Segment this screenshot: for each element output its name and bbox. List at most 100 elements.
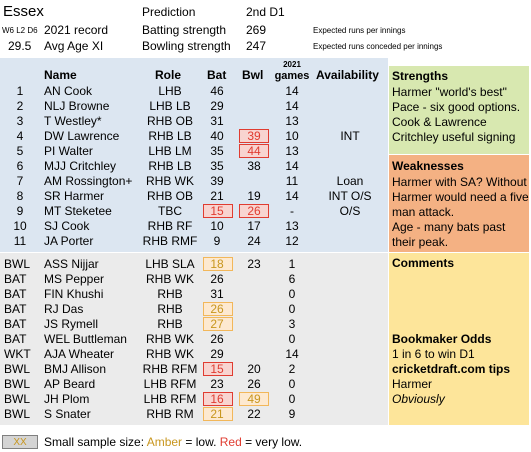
col-role: Role xyxy=(155,68,182,82)
xi-bwl: 19 xyxy=(247,189,261,203)
low-sample-marker xyxy=(203,317,233,331)
xi-bat: 10 xyxy=(210,219,224,233)
low-sample-marker xyxy=(203,362,233,376)
xi-bat: 31 xyxy=(210,114,224,128)
weaknesses-title: Weaknesses xyxy=(392,159,464,173)
xi-games: 13 xyxy=(285,114,299,128)
xi-name: AM Rossington+ xyxy=(44,174,133,188)
col-availability: Availability xyxy=(316,68,379,82)
xi-role: RHB RMF xyxy=(142,234,198,248)
squad-role: LHB SLA xyxy=(145,257,195,271)
low-sample-marker xyxy=(203,257,233,271)
xi-role: RHB LB xyxy=(148,129,192,143)
xi-name: MT Steketee xyxy=(44,204,112,218)
weaknesses-line: Age - many bats past xyxy=(392,220,506,234)
squad-name: AP Beard xyxy=(44,377,96,391)
strengths-title: Strengths xyxy=(392,69,449,83)
squad-type: BAT xyxy=(4,317,27,331)
squad-role: RHB RM xyxy=(146,407,194,421)
low-sample-marker xyxy=(239,129,269,143)
col-bat: Bat xyxy=(207,68,227,82)
bowling-note: Expected runs conceded per innings xyxy=(313,42,443,51)
xi-bat: 35 xyxy=(210,144,224,158)
col-games-year: 2021 xyxy=(283,60,301,69)
record-label: 2021 record xyxy=(44,23,109,37)
xi-bat: 9 xyxy=(213,234,221,248)
squad-games: 0 xyxy=(288,332,296,346)
prediction-label: Prediction xyxy=(142,5,196,19)
squad-bwl: 20 xyxy=(247,362,261,376)
squad-games: 3 xyxy=(288,317,296,331)
squad-bat: 16 xyxy=(210,392,224,406)
xi-bat: 15 xyxy=(210,204,224,218)
xi-num: 11 xyxy=(13,234,27,248)
squad-name: JH Plom xyxy=(44,392,90,406)
xi-bwl: 24 xyxy=(247,234,261,248)
squad-role: RHB WK xyxy=(146,332,194,346)
squad-role: RHB xyxy=(157,287,183,301)
squad-name: S Snater xyxy=(44,407,91,421)
squad-bat: 26 xyxy=(210,272,224,286)
tips-line: Harmer xyxy=(392,377,433,391)
legend-text: Small sample size: Amber = low. Red = ve… xyxy=(44,436,302,449)
avg-age-value: 29.5 xyxy=(8,39,32,53)
batting-label: Batting strength xyxy=(142,23,227,37)
xi-games: 14 xyxy=(285,99,299,113)
squad-role: RHB WK xyxy=(146,272,194,286)
squad-bat: 18 xyxy=(210,257,224,271)
xi-num: 8 xyxy=(16,189,24,203)
xi-bat: 21 xyxy=(210,189,224,203)
squad-type: BWL xyxy=(4,407,31,421)
squad-role: RHB xyxy=(157,317,183,331)
squad-role: LHB RFM xyxy=(143,392,197,406)
squad-role: RHB RFM xyxy=(142,362,198,376)
squad-type: BWL xyxy=(4,392,31,406)
xi-num: 7 xyxy=(16,174,24,188)
xi-num: 9 xyxy=(16,204,24,218)
xi-role: LHB xyxy=(158,84,182,98)
low-sample-marker xyxy=(203,204,233,218)
weaknesses-line: man attack. xyxy=(392,205,455,219)
col-games: games xyxy=(274,70,310,82)
squad-type: BWL xyxy=(4,257,31,271)
prediction-value: 2nd D1 xyxy=(246,5,285,19)
xi-num: 4 xyxy=(16,129,24,143)
squad-bat: 31 xyxy=(210,287,224,301)
squad-name: ASS Nijjar xyxy=(44,257,99,271)
xi-bat: 46 xyxy=(210,84,224,98)
avg-age-label: Avg Age XI xyxy=(44,39,104,53)
first-xi-panel xyxy=(0,58,388,252)
squad-games: 0 xyxy=(288,392,296,406)
xi-name: AN Cook xyxy=(44,84,93,98)
squad-games: 9 xyxy=(288,407,296,421)
tips-line: Obviously xyxy=(392,392,445,406)
xi-num: 5 xyxy=(16,144,24,158)
xi-bat: 29 xyxy=(210,99,224,113)
xi-bat: 40 xyxy=(210,129,224,143)
xi-name: NLJ Browne xyxy=(44,99,110,113)
squad-bwl: 49 xyxy=(247,392,261,406)
bowling-label: Bowling strength xyxy=(142,39,231,53)
xi-name: DW Lawrence xyxy=(44,129,120,143)
squad-name: BMJ Allison xyxy=(44,362,107,376)
squad-name: FIN Khushi xyxy=(44,287,104,301)
squad-type: BAT xyxy=(4,272,27,286)
xi-bat: 39 xyxy=(210,174,224,188)
team-name: Essex xyxy=(3,3,44,20)
xi-games: 13 xyxy=(285,144,299,158)
squad-games: 14 xyxy=(285,347,299,361)
strengths-line: Harmer "world's best" xyxy=(392,85,507,99)
xi-role: RHB LB xyxy=(148,159,192,173)
xi-role: RHB OB xyxy=(146,189,193,203)
xi-role: LHB LM xyxy=(148,144,192,158)
squad-bat: 27 xyxy=(210,317,224,331)
xi-games: 13 xyxy=(285,219,299,233)
strengths-line: Pace - six good options. xyxy=(392,100,521,114)
squad-type: BAT xyxy=(4,287,27,301)
squad-games: 0 xyxy=(288,377,296,391)
xi-availability: O/S xyxy=(339,204,361,218)
xi-num: 10 xyxy=(13,219,27,233)
xi-bwl: 44 xyxy=(247,144,261,158)
col-bwl: Bwl xyxy=(242,68,264,82)
squad-games: 1 xyxy=(288,257,296,271)
